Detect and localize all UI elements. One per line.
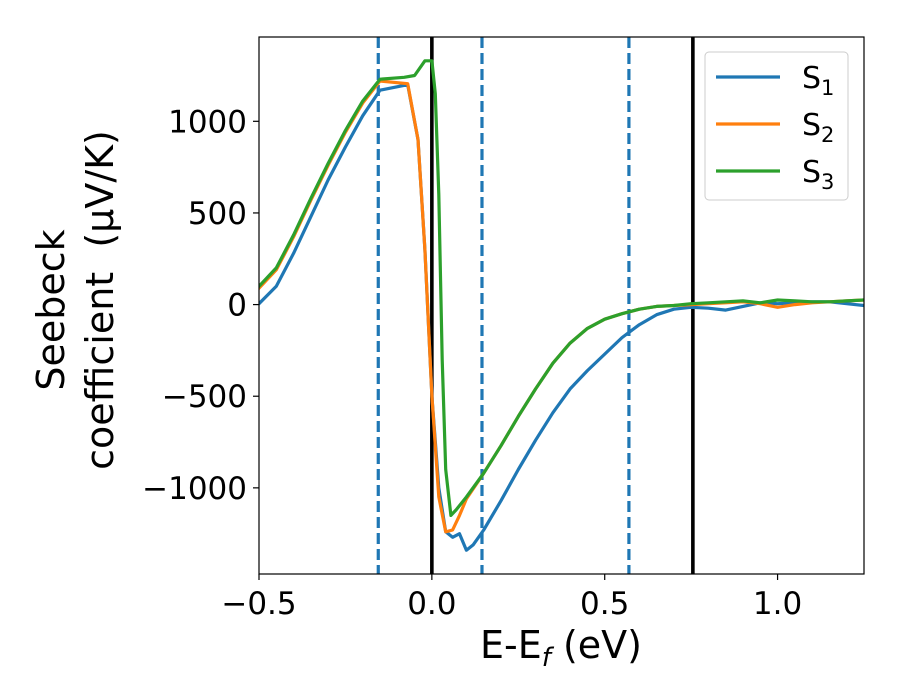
- x-axis-ticks: −0.5 0.0 0.5 1.0: [221, 574, 802, 622]
- y-tick-label: 500: [188, 196, 247, 232]
- reference-vlines: [376, 37, 695, 574]
- y-axis-label-line2: coefficient (μV/K): [78, 130, 122, 470]
- y-axis-label-line1: Seebeck: [29, 229, 73, 390]
- legend-label-s2: S2: [802, 108, 834, 147]
- legend: S1 S2 S3: [704, 51, 849, 201]
- y-tick-label: −1000: [142, 471, 247, 507]
- y-axis-ticks: −1000 −500 0 500 1000: [142, 104, 259, 507]
- x-tick-label: 1.0: [753, 586, 802, 622]
- x-tick-label: 0.0: [407, 586, 456, 622]
- y-tick-label: −500: [162, 379, 247, 415]
- x-tick-label: 0.5: [580, 586, 629, 622]
- x-tick-label: −0.5: [221, 586, 296, 622]
- y-tick-label: 0: [227, 288, 247, 324]
- y-tick-label: 1000: [168, 104, 247, 140]
- series-line-s1: [259, 83, 864, 552]
- legend-label-s1: S1: [802, 61, 834, 100]
- series-lines: [259, 59, 864, 552]
- x-axis-label: E-Ef (eV): [480, 623, 642, 673]
- series-line-s3: [259, 59, 864, 517]
- legend-label-s3: S3: [802, 155, 834, 194]
- legend-frame: [704, 51, 849, 201]
- plot-frame: [258, 36, 865, 575]
